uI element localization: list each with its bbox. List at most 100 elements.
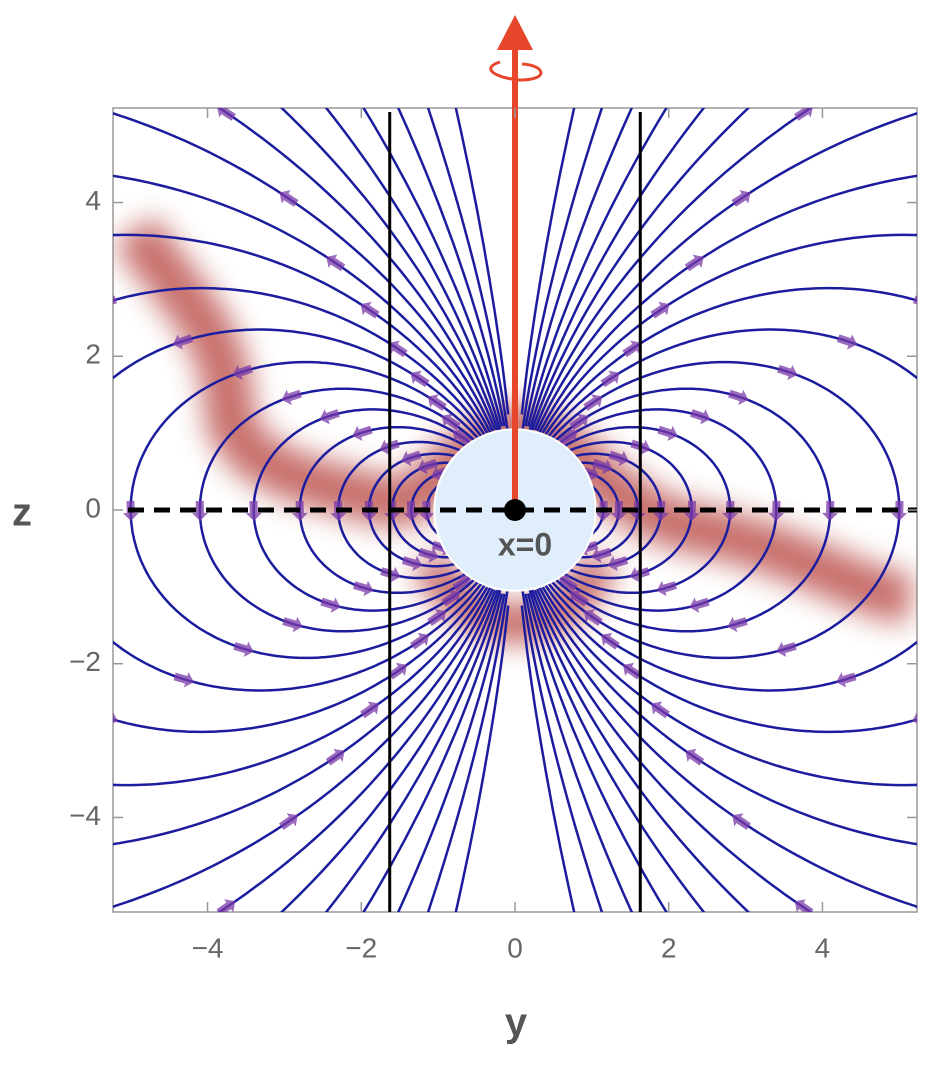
flow-arrow	[777, 364, 798, 381]
flow-arrow	[623, 662, 642, 680]
flow-arrow	[684, 254, 704, 272]
flow-arrow	[601, 632, 620, 650]
flow-arrow	[326, 254, 346, 272]
y-tick-label: 4	[85, 185, 101, 216]
flow-arrow	[732, 813, 751, 830]
streamline	[396, 108, 506, 912]
flow-arrow	[656, 580, 677, 597]
x-tick-label: 4	[815, 932, 831, 963]
rotation-arrowhead	[497, 15, 533, 50]
streamline	[113, 328, 484, 692]
x-tick-label: −2	[345, 932, 377, 963]
x-tick-label: 2	[661, 932, 677, 963]
flow-arrow	[836, 672, 857, 688]
streamline	[279, 108, 499, 912]
flow-arrow	[232, 364, 253, 381]
flow-arrow	[320, 597, 341, 613]
flow-arrow	[583, 609, 603, 626]
streamline	[113, 112, 494, 908]
flow-arrow	[401, 555, 423, 572]
flow-arrow	[569, 589, 589, 607]
x-tick-label: −4	[192, 932, 224, 963]
flow-arrow	[651, 701, 670, 719]
flow-arrow	[452, 574, 471, 592]
flow-arrow	[441, 589, 461, 607]
flow-arrow	[233, 641, 254, 658]
flow-arrow	[353, 580, 374, 597]
flow-arrow	[245, 500, 262, 521]
flow-arrow	[768, 500, 785, 521]
rotation-swirl	[489, 60, 543, 82]
streamline	[528, 108, 706, 912]
flow-arrow	[216, 899, 236, 912]
flow-arrow	[607, 555, 629, 572]
flow-arrow	[685, 748, 705, 766]
y-tick-label: 2	[85, 339, 101, 370]
y-axis-label: z	[12, 491, 32, 535]
flow-arrow	[418, 547, 439, 563]
flow-arrow	[452, 428, 472, 446]
y-tick-label: 0	[85, 492, 101, 523]
streamlines	[113, 108, 917, 912]
streamline	[521, 108, 604, 912]
streamline	[531, 108, 751, 912]
flow-arrow	[281, 389, 302, 405]
flow-arrow	[172, 334, 194, 350]
flow-arrow	[401, 450, 422, 466]
flow-arrow	[610, 500, 627, 521]
flow-arrow	[360, 301, 380, 319]
flow-arrow	[569, 413, 589, 431]
flow-arrow	[650, 301, 670, 319]
origin-dot	[504, 499, 526, 521]
streamline	[113, 286, 486, 734]
flow-arrow	[591, 547, 612, 563]
flow-arrow	[217, 108, 236, 121]
streamline	[113, 233, 489, 787]
flow-arrow	[191, 500, 208, 521]
flow-arrow	[403, 500, 420, 521]
flow-arrow	[360, 701, 379, 719]
flow-arrow	[352, 425, 373, 441]
flow-arrow	[388, 340, 408, 358]
annotation: x=0	[498, 526, 552, 562]
flow-arrow	[657, 425, 678, 441]
flow-arrow	[592, 459, 613, 475]
flow-arrow	[727, 616, 748, 633]
x-axis-label: y	[505, 1001, 528, 1045]
flow-arrow	[891, 500, 908, 521]
flow-arrow	[427, 609, 447, 626]
flow-arrow	[279, 813, 298, 830]
flow-arrow	[173, 672, 194, 688]
streamline	[324, 108, 502, 912]
y-tick-label: −4	[69, 800, 101, 831]
flow-arrow	[279, 190, 299, 207]
streamline	[544, 286, 917, 734]
flow-arrow	[731, 190, 751, 207]
streamline	[524, 108, 634, 912]
flow-arrow	[282, 616, 303, 633]
flow-arrow	[441, 413, 461, 431]
streamline	[526, 108, 668, 912]
flow-arrow	[319, 409, 340, 425]
streamline	[454, 108, 510, 912]
flow-arrow	[600, 370, 620, 388]
flow-arrow	[794, 899, 814, 912]
streamline	[520, 108, 576, 912]
flow-arrow	[683, 500, 700, 521]
x-tick-label: 0	[507, 932, 523, 963]
flow-arrow	[794, 108, 813, 121]
flow-arrow	[325, 748, 345, 766]
flow-arrow	[410, 370, 430, 388]
streamline	[541, 233, 917, 787]
flow-arrow	[583, 394, 603, 411]
flow-arrow	[690, 409, 711, 425]
flow-arrow	[689, 597, 710, 613]
streamline	[362, 108, 504, 912]
flow-arrow	[728, 389, 749, 405]
flow-arrow	[622, 340, 642, 358]
flow-arrow	[559, 574, 578, 592]
flow-arrow	[417, 459, 438, 475]
flow-arrow	[608, 450, 629, 466]
flow-arrow	[427, 394, 447, 411]
